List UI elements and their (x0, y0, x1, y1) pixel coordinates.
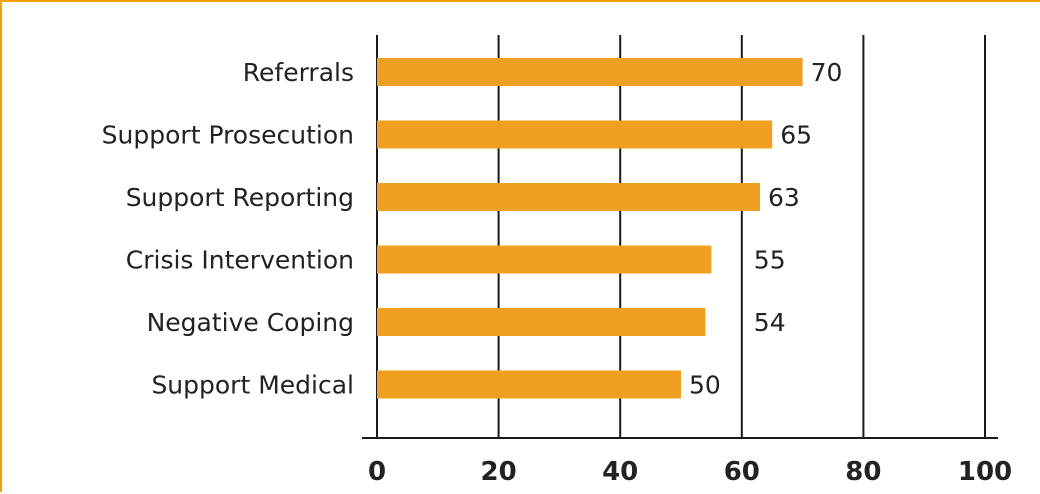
category-label: Support Prosecution (102, 121, 354, 150)
bar[interactable] (377, 371, 681, 399)
data-label: 54 (754, 308, 786, 337)
data-label: 63 (768, 183, 800, 212)
data-label: 55 (754, 246, 786, 275)
category-label: Referrals (243, 58, 354, 87)
x-tick-label: 80 (845, 457, 881, 487)
x-tick-label: 60 (724, 457, 760, 487)
data-label: 65 (780, 121, 812, 150)
x-tick-label: 40 (602, 457, 638, 487)
x-tick-label: 0 (368, 457, 386, 487)
category-label: Negative Coping (147, 308, 354, 337)
bar[interactable] (377, 308, 705, 336)
bar[interactable] (377, 58, 803, 86)
data-label: 50 (689, 371, 721, 400)
x-tick-label: 100 (958, 457, 1012, 487)
category-label: Crisis Intervention (126, 246, 354, 275)
bar[interactable] (377, 121, 772, 149)
x-tick-label: 20 (481, 457, 517, 487)
data-label: 70 (811, 58, 843, 87)
category-label: Support Medical (151, 371, 354, 400)
category-label: Support Reporting (126, 183, 354, 212)
bar[interactable] (377, 183, 760, 211)
bar[interactable] (377, 246, 711, 274)
